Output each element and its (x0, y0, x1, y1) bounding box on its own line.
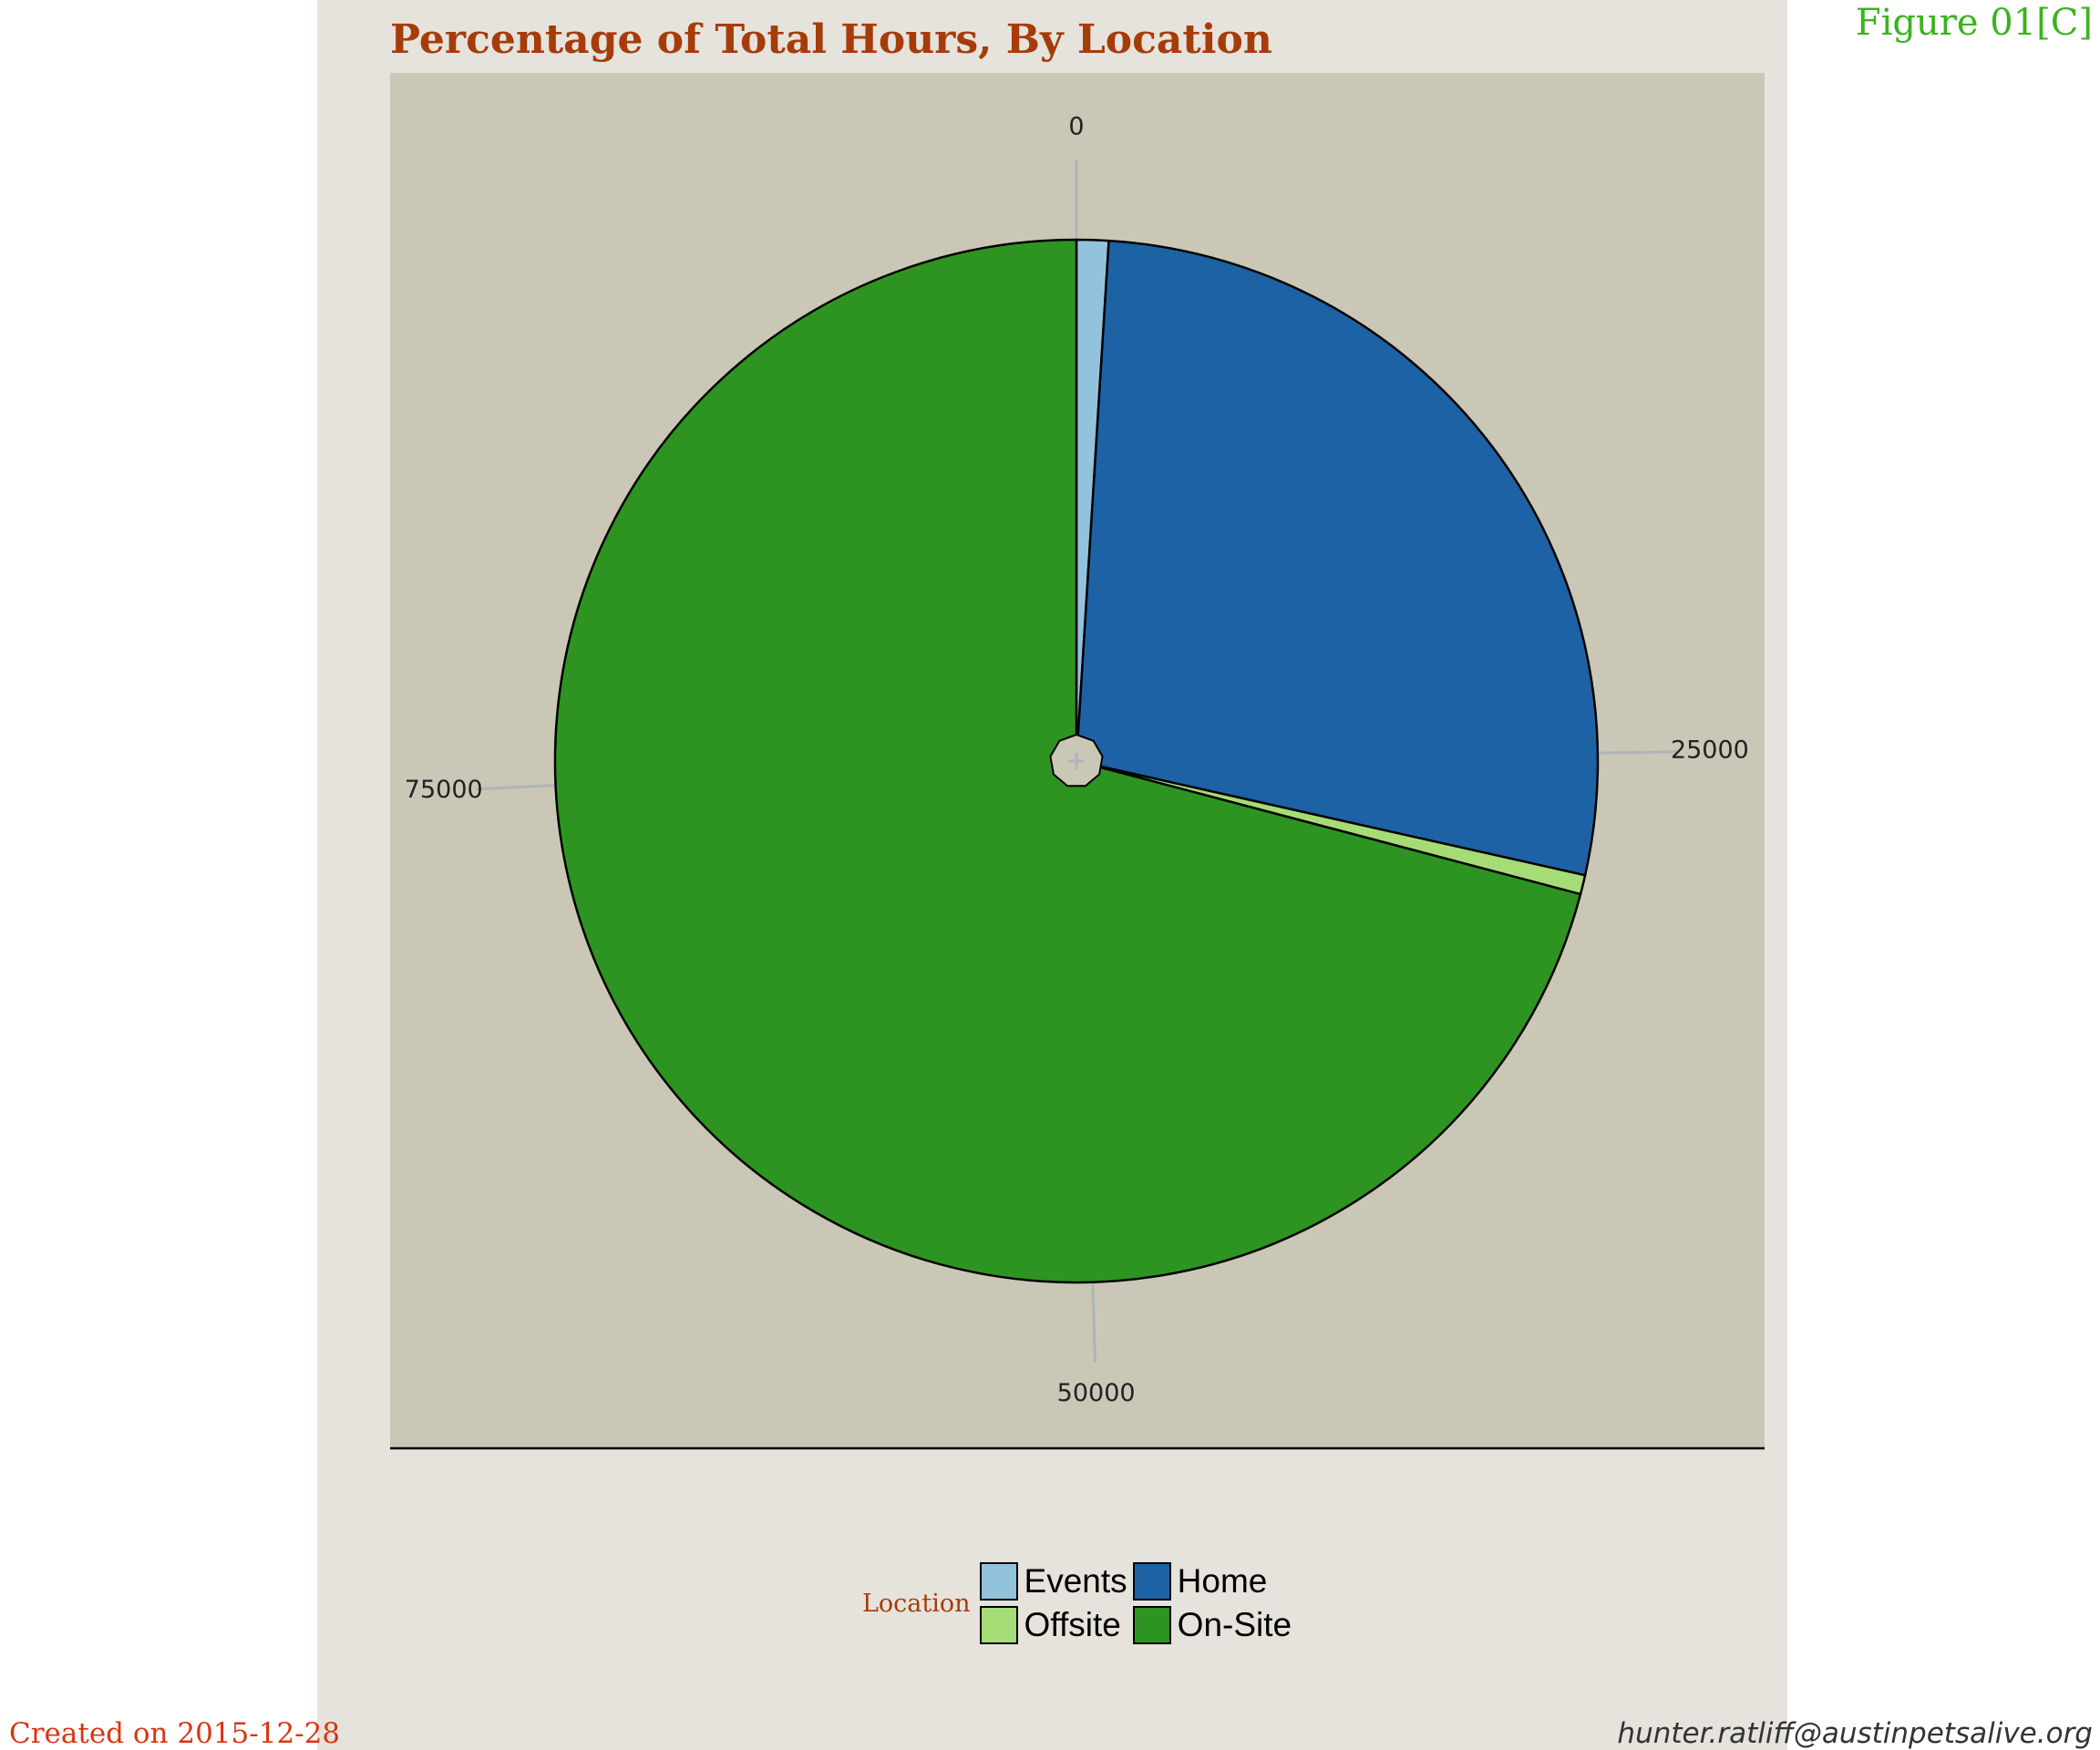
legend-swatch (979, 1562, 1018, 1601)
author-email: hunter.ratliff@austinpetsalive.org (1617, 1717, 2093, 1750)
legend-swatch (1132, 1562, 1171, 1601)
pie-center-hub (1049, 733, 1104, 788)
tick-label: 25000 (1671, 736, 1749, 765)
chart-title: Percentage of Total Hours, By Location (390, 16, 1272, 63)
axis-tick-labels: 0 25000 50000 75000 (405, 113, 1749, 1408)
legend-item-offsite: Offsite (979, 1606, 1127, 1644)
legend-title: Location (862, 1589, 971, 1618)
tick-label: 75000 (405, 776, 483, 804)
figure-label: Figure 01[C] (1855, 2, 2093, 44)
legend-item-home: Home (1132, 1562, 1292, 1601)
legend-items: Events Home Offsite On-Site (979, 1562, 1292, 1644)
created-date: Created on 2015-12-28 (9, 1717, 341, 1750)
legend-label: Offsite (1024, 1606, 1121, 1643)
tick-label: 50000 (1057, 1379, 1136, 1407)
legend: Location Events Home Offsite On-Site (862, 1562, 1292, 1644)
pie-slice-home (1075, 239, 1600, 877)
legend-swatch (1132, 1606, 1171, 1644)
legend-label: On-Site (1177, 1606, 1292, 1643)
tick-label: 0 (1068, 113, 1084, 141)
legend-swatch (979, 1606, 1018, 1644)
legend-item-on-site: On-Site (1132, 1606, 1292, 1644)
legend-item-events: Events (979, 1562, 1127, 1601)
legend-label: Events (1024, 1562, 1127, 1600)
legend-label: Home (1177, 1562, 1268, 1600)
